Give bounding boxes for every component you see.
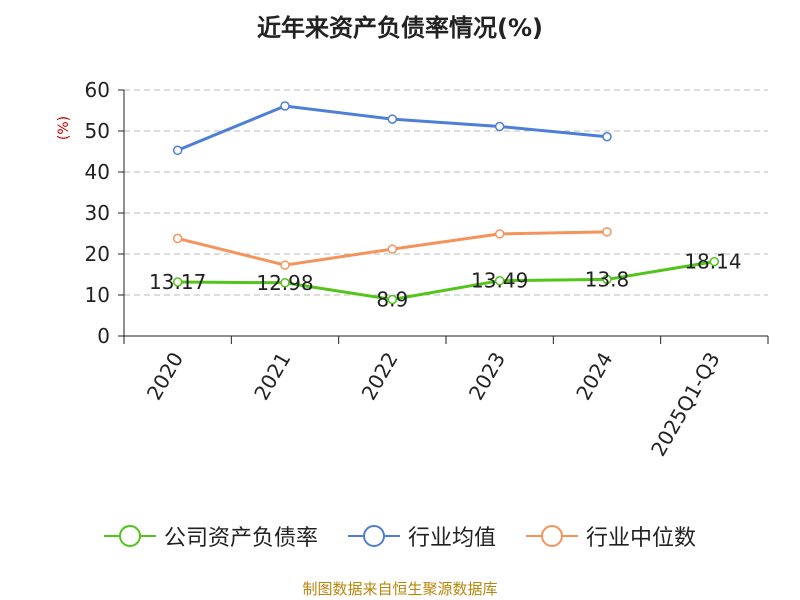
data-point (280, 101, 290, 111)
y-tick-label: 40 (85, 160, 110, 184)
legend-item: 行业中位数 (526, 520, 696, 552)
data-point (602, 227, 612, 237)
data-point (387, 244, 398, 254)
x-tick-label: 2021 (249, 348, 295, 404)
x-tick-label: 2020 (142, 348, 188, 404)
data-point (172, 145, 183, 156)
data-point (494, 229, 505, 239)
series-line (177, 260, 715, 302)
y-tick-label: 0 (97, 324, 110, 348)
legend-marker-icon (347, 525, 400, 547)
legend-label: 行业中位数 (586, 526, 697, 551)
data-point (387, 114, 398, 124)
data-point (709, 256, 720, 267)
series-line (177, 104, 608, 152)
data-point (280, 260, 290, 270)
chart-title: 近年来资产负债率情况(%) (257, 14, 543, 42)
y-tick-label: 30 (85, 201, 110, 225)
line-chart: 0 10 20 30 40 50 60 2020 2021 2022 2023 2024 2025Q1… (56, 78, 769, 460)
source-note: 制图数据来自恒生聚源数据库 (302, 580, 498, 598)
legend-item: 公司资产负债率 (103, 520, 318, 552)
legend-item: 行业均值 (347, 520, 496, 552)
data-label: 12.98 (256, 271, 313, 295)
y-axis-label: (%) (56, 116, 72, 140)
legend: 公司资产负债率 行业均值 行业中位数 (0, 520, 800, 552)
data-point (494, 121, 505, 132)
x-tick-labels: 2020 2021 2022 2023 2024 2025Q1-Q3 (142, 348, 725, 460)
data-point (280, 278, 290, 288)
x-tick-label: 2023 (464, 348, 510, 404)
x-tick-label: 2022 (356, 348, 402, 404)
data-label: 13.17 (149, 270, 206, 294)
data-labels: 13.17 12.98 8.9 13.49 13.8 18.14 (149, 250, 742, 312)
y-tick-labels: 0 10 20 30 40 50 60 (85, 78, 110, 348)
data-point (494, 275, 505, 286)
y-tick-label: 20 (85, 242, 110, 266)
data-label: 8.9 (376, 288, 408, 312)
legend-label: 公司资产负债率 (163, 526, 318, 551)
data-point (602, 131, 612, 142)
data-label: 18.14 (684, 250, 741, 274)
data-point (172, 233, 183, 244)
y-tick-label: 60 (85, 78, 110, 102)
y-tick-label: 10 (85, 283, 110, 307)
data-label: 13.8 (585, 267, 630, 291)
data-point (387, 294, 398, 305)
grid-lines (124, 89, 768, 296)
axes (118, 89, 769, 344)
x-tick-label: 2025Q1-Q3 (646, 348, 725, 460)
data-point (602, 274, 612, 285)
data-point (172, 277, 183, 287)
x-tick-label: 2024 (571, 348, 617, 404)
legend-marker-icon (103, 525, 156, 547)
data-label: 13.49 (471, 269, 528, 293)
series-points (172, 101, 720, 305)
legend-marker-icon (526, 525, 578, 547)
legend-label: 行业均值 (407, 526, 496, 551)
y-tick-label: 50 (85, 119, 110, 143)
